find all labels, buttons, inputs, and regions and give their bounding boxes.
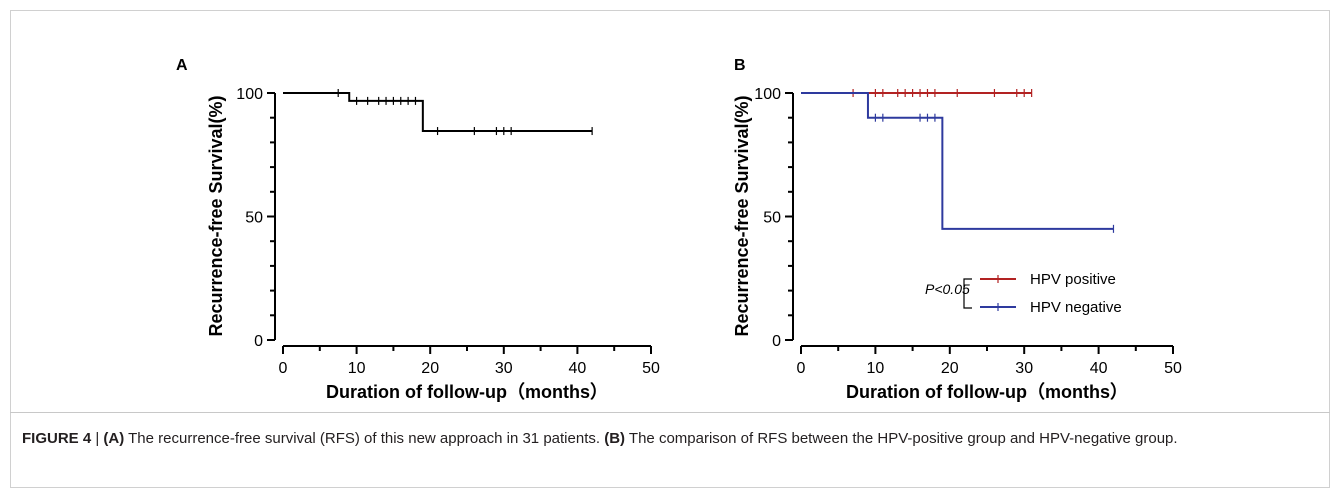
panel-a-letter: A — [176, 57, 188, 74]
caption-separator: | — [91, 430, 104, 447]
panel-b-x-tick-label: 0 — [797, 360, 806, 377]
panel-b-y-tick-label: 100 — [754, 86, 781, 103]
panel-b-x-tick-label: 10 — [867, 360, 885, 377]
panel-a-x-tick-label: 50 — [642, 360, 660, 377]
panel-a-x-tick-label: 30 — [495, 360, 513, 377]
panel-a-axes: 0 50 100 0 10 20 30 40 50 — [236, 86, 660, 377]
panel-a-xlabel: Duration of follow-up（months） — [326, 382, 608, 402]
panel-a-y-tick-label: 50 — [245, 210, 263, 227]
panel-b-xlabel: Duration of follow-up（months） — [846, 382, 1128, 402]
caption-divider — [10, 412, 1330, 413]
panel-a: A Recurrence-free Survival(%) Duration o… — [176, 57, 660, 402]
panel-b-y-tick-label: 50 — [763, 210, 781, 227]
panel-b: B Recurrence-free Survival(%) Duration o… — [732, 57, 1182, 402]
panel-a-ylabel: Recurrence-free Survival(%) — [206, 95, 226, 336]
panel-b-x-tick-label: 40 — [1090, 360, 1108, 377]
caption-a-marker: (A) — [103, 430, 125, 447]
panel-b-y-tick-label: 0 — [772, 333, 781, 350]
caption-b-marker: (B) — [604, 430, 626, 447]
legend: P<0.05 HPV positive HPV negative — [925, 271, 1122, 316]
panel-b-axes: 0 50 100 0 10 20 30 40 50 — [754, 86, 1182, 377]
p-value-label: P<0.05 — [925, 281, 970, 297]
panel-b-survival-curve — [801, 92, 1114, 230]
panel-b-series — [801, 89, 1115, 233]
panel-b-letter: B — [734, 57, 746, 74]
figure-frame — [10, 10, 1330, 488]
panel-a-x-tick-label: 20 — [421, 360, 439, 377]
panel-a-y-tick-label: 0 — [254, 333, 263, 350]
panel-b-x-tick-label: 30 — [1015, 360, 1033, 377]
panel-a-series — [283, 89, 593, 136]
panel-a-x-tick-label: 0 — [279, 360, 288, 377]
legend-label-hpv-positive: HPV positive — [1030, 271, 1116, 288]
legend-label-hpv-negative: HPV negative — [1030, 299, 1122, 316]
panel-b-x-tick-label: 50 — [1164, 360, 1182, 377]
panel-a-x-tick-label: 40 — [569, 360, 587, 377]
panel-a-x-tick-label: 10 — [348, 360, 366, 377]
panel-a-survival-curve — [283, 92, 593, 133]
caption-b-text: The comparison of RFS between the HPV-po… — [625, 430, 1178, 447]
figure-caption: FIGURE 4 | (A) The recurrence-free survi… — [22, 428, 1312, 449]
panel-b-ylabel: Recurrence-free Survival(%) — [732, 95, 752, 336]
caption-figure-label: FIGURE 4 — [22, 430, 92, 447]
caption-a-text: The recurrence-free survival (RFS) of th… — [124, 430, 605, 447]
p-value-bracket — [963, 278, 972, 309]
panel-a-y-tick-label: 100 — [236, 86, 263, 103]
panel-b-x-tick-label: 20 — [941, 360, 959, 377]
